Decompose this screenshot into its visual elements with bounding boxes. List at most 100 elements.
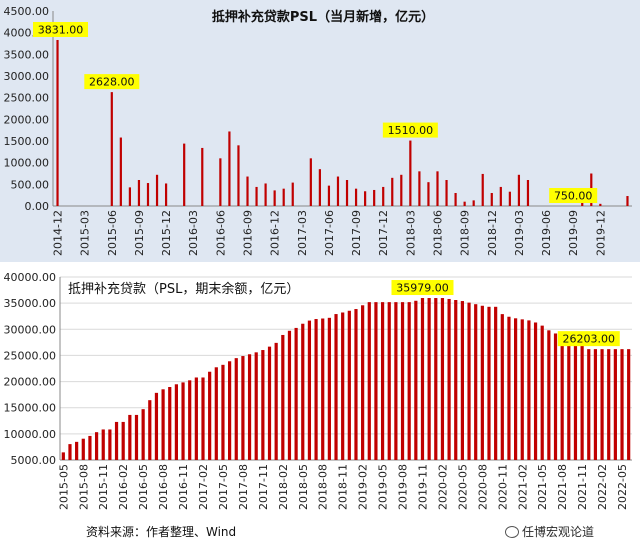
x-tick-label: 2016-09: [242, 210, 255, 256]
x-tick-label: 2019-03: [513, 210, 526, 256]
bar: [354, 309, 358, 460]
bar: [341, 312, 345, 460]
x-tick-label: 2019-11: [416, 464, 429, 510]
bar: [361, 305, 365, 460]
bar: [164, 183, 168, 206]
bar: [467, 302, 471, 460]
bar: [463, 201, 466, 206]
bar: [400, 302, 405, 460]
y-tick-label: 3000.00: [4, 70, 50, 83]
bar: [321, 318, 325, 460]
x-tick-label: 2021-08: [556, 464, 569, 510]
data-callout-label: 26203.00: [563, 333, 616, 346]
x-tick-label: 2021-05: [536, 464, 549, 510]
y-tick-label: 10000.00: [4, 428, 57, 441]
y-tick-label: 35000.00: [4, 297, 57, 310]
x-tick-label: 2015-11: [97, 464, 110, 510]
bar: [480, 305, 484, 460]
data-callout-box: [557, 331, 620, 347]
data-callout-label: 3831.00: [38, 23, 84, 36]
x-tick-label: 2017-08: [237, 464, 250, 510]
chart-psl-balance: 抵押补充贷款（PSL，期末余额，亿元） 40000.00 35000.00 30000…: [0, 268, 640, 516]
bar: [573, 341, 578, 460]
bar: [181, 382, 185, 460]
bar: [374, 302, 378, 460]
bar: [188, 380, 192, 460]
bar: [75, 441, 79, 460]
x-tick-label: 2016-11: [177, 464, 190, 510]
bar: [254, 352, 258, 460]
bar: [387, 302, 391, 460]
bar: [409, 140, 412, 206]
wechat-icon: [505, 526, 519, 538]
bar: [208, 371, 212, 460]
bar: [194, 377, 198, 460]
bar: [88, 435, 92, 460]
bar: [101, 429, 105, 460]
x-tick-label: 2019-12: [594, 210, 607, 256]
bar: [336, 176, 340, 206]
bar: [474, 304, 478, 460]
data-callout-label: 2628.00: [89, 76, 135, 89]
y-tick-label: 15000.00: [4, 402, 57, 415]
x-tick-label: 2019-09: [567, 210, 580, 256]
bar: [309, 158, 312, 206]
bar: [454, 193, 457, 206]
x-tick-label: 2021-02: [516, 464, 529, 510]
bar: [94, 432, 99, 460]
bar: [500, 314, 504, 460]
watermark-label: 任博宏观论道: [522, 525, 595, 539]
y-tick-label: 0.00: [25, 200, 50, 213]
watermark: 任博宏观论道: [505, 523, 594, 540]
bar: [447, 298, 451, 460]
bar: [499, 186, 502, 206]
bar: [214, 367, 218, 460]
bar: [347, 310, 351, 460]
bar: [81, 438, 85, 460]
y-tick-label: 2500.00: [4, 92, 50, 105]
bar: [119, 137, 122, 206]
data-callout-box: [33, 21, 88, 37]
bar: [201, 377, 205, 460]
bar: [440, 298, 445, 460]
bar: [517, 174, 521, 206]
y-tick-label: 30000.00: [4, 323, 57, 336]
bar: [560, 335, 564, 460]
x-tick-label: 2018-03: [404, 210, 417, 256]
bar: [68, 444, 72, 460]
x-tick-label: 2016-06: [214, 210, 227, 256]
bar: [264, 183, 267, 206]
x-tick-label: 2015-03: [79, 210, 92, 256]
x-tick-label: 2016-12: [269, 210, 282, 256]
y-tick-label: 4500.00: [4, 5, 50, 18]
x-tick-label: 2019-08: [397, 464, 410, 510]
bar: [553, 333, 558, 460]
x-tick-label: 2015-06: [106, 210, 119, 256]
bar: [241, 356, 245, 460]
x-tick-label: 2017-06: [323, 210, 336, 256]
bar: [472, 200, 475, 206]
bar: [221, 364, 225, 460]
data-callout-box: [84, 74, 140, 90]
bar: [400, 174, 403, 206]
bar: [567, 338, 571, 460]
x-tick-label: 2016-05: [137, 464, 150, 510]
bar: [507, 316, 511, 460]
chart-psl-balance-svg: 抵押补充贷款（PSL，期末余额，亿元） 40000.00 35000.00 30000…: [4, 271, 632, 510]
bar: [274, 342, 278, 460]
bar: [580, 344, 584, 460]
bar: [627, 349, 631, 460]
x-tick-label: 2015-08: [77, 464, 90, 510]
x-tick-label: 2020-05: [456, 464, 469, 510]
x-tick-label: 2017-11: [257, 464, 270, 510]
x-tick-label: 2020-11: [496, 464, 509, 510]
bar: [454, 300, 458, 460]
x-tick-label: 2018-08: [317, 464, 330, 510]
x-tick-label: 2018-09: [459, 210, 472, 256]
x-tick-label: 2022-05: [616, 464, 629, 510]
data-callout-box: [391, 280, 454, 296]
bar: [228, 361, 232, 460]
bar: [246, 176, 249, 206]
y-tick-label: 20000.00: [4, 376, 57, 389]
bar: [540, 325, 544, 460]
